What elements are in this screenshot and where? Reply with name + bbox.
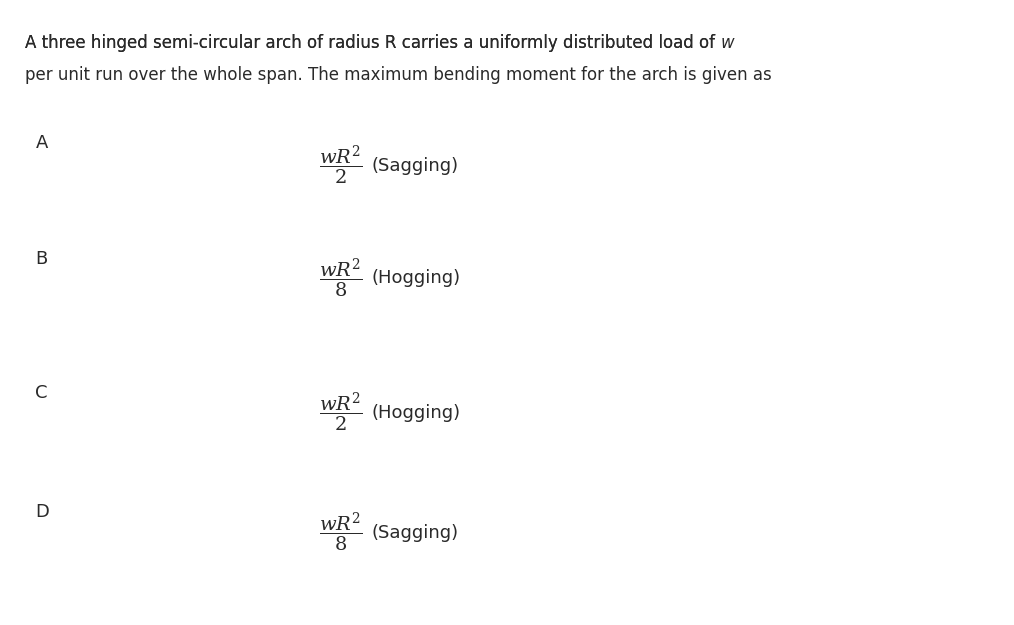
Text: A three hinged semi-circular arch of radius R carries a uniformly distributed lo: A three hinged semi-circular arch of rad… bbox=[25, 34, 721, 52]
Text: C: C bbox=[35, 384, 48, 402]
Text: (Sagging): (Sagging) bbox=[371, 524, 458, 541]
Text: D: D bbox=[35, 503, 50, 521]
Text: (Hogging): (Hogging) bbox=[371, 404, 460, 421]
Text: w: w bbox=[721, 34, 734, 52]
Text: (Sagging): (Sagging) bbox=[371, 157, 458, 174]
Text: $\dfrac{wR^2}{2}$: $\dfrac{wR^2}{2}$ bbox=[319, 391, 363, 434]
Text: A: A bbox=[35, 134, 48, 152]
Text: $\dfrac{wR^2}{2}$: $\dfrac{wR^2}{2}$ bbox=[319, 144, 363, 188]
Text: B: B bbox=[35, 250, 48, 268]
Text: $\dfrac{wR^2}{8}$: $\dfrac{wR^2}{8}$ bbox=[319, 511, 363, 554]
Text: A three hinged semi-circular arch of radius R carries a uniformly distributed lo: A three hinged semi-circular arch of rad… bbox=[25, 34, 721, 52]
Text: (Hogging): (Hogging) bbox=[371, 269, 460, 287]
Text: $\dfrac{wR^2}{8}$: $\dfrac{wR^2}{8}$ bbox=[319, 256, 363, 300]
Text: per unit run over the whole span. The maximum bending moment for the arch is giv: per unit run over the whole span. The ma… bbox=[25, 66, 772, 84]
